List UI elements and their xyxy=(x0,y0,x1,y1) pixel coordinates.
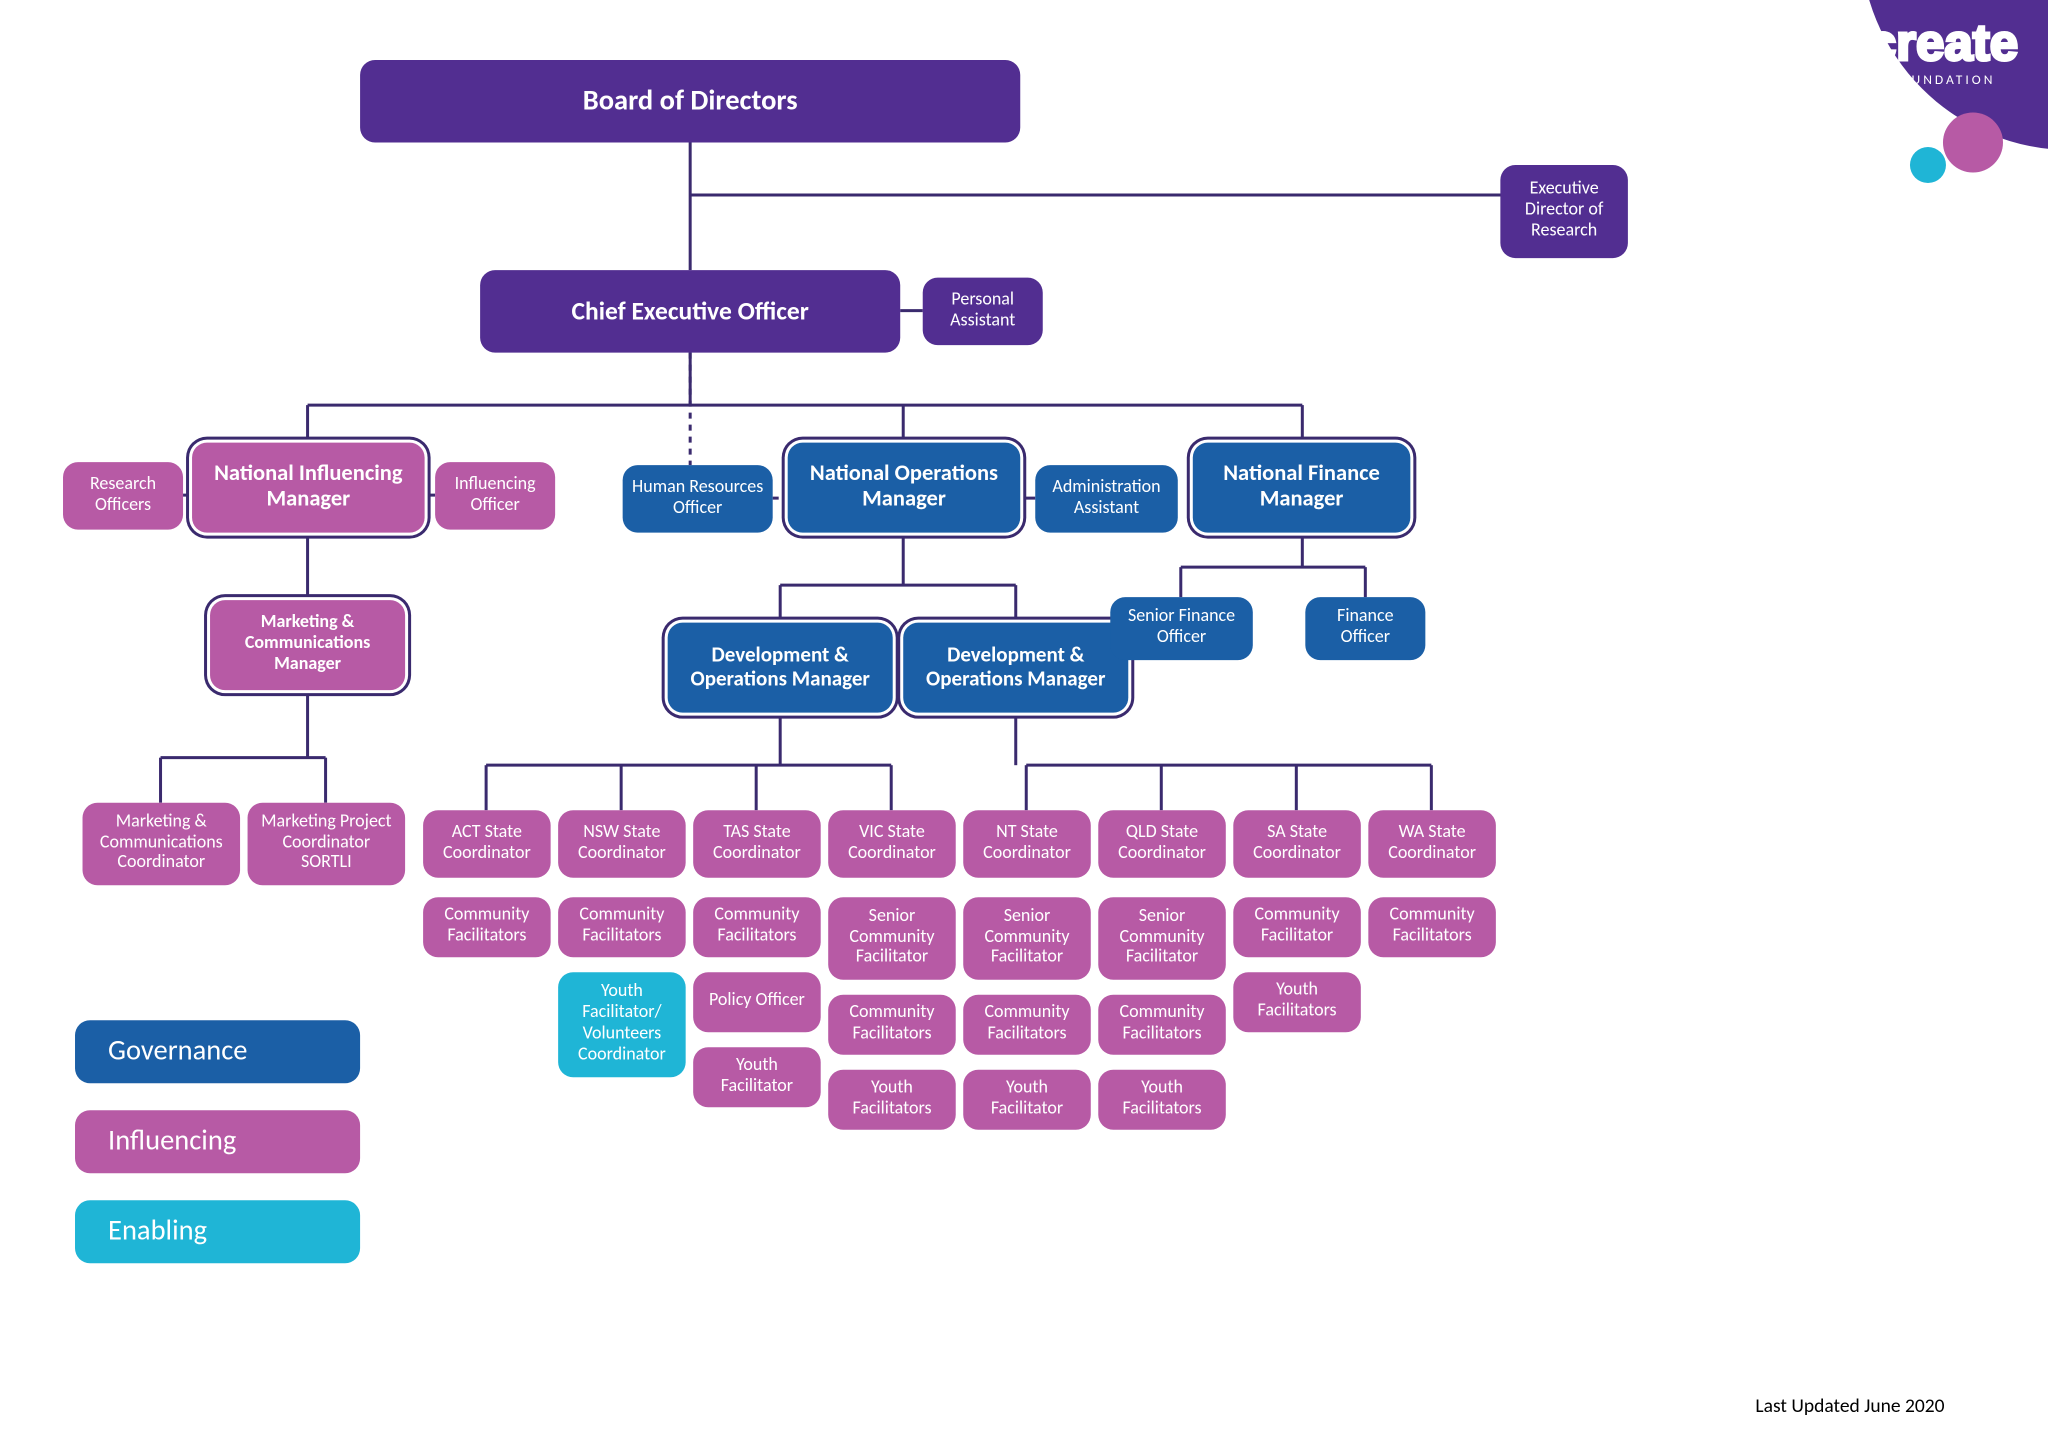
node-pa: Personal Assistant xyxy=(923,278,1043,346)
node-label: Youth Facilitator xyxy=(972,1079,1082,1120)
node-label: Senior Finance Officer xyxy=(1119,608,1244,649)
node-label: National Operations Manager xyxy=(797,462,1012,514)
node-vic-yf: Youth Facilitators xyxy=(828,1070,956,1130)
node-qld-scf: Senior Community Facilitator xyxy=(1098,897,1226,980)
node-hr: Human Resources Officer xyxy=(623,465,773,533)
node-nsw-cf: Community Facilitators xyxy=(558,897,686,957)
node-qld-cf: Community Facilitators xyxy=(1098,995,1226,1055)
legend-enabling: Enabling xyxy=(75,1200,360,1263)
node-label: QLD State Coordinator xyxy=(1107,823,1217,864)
node-label: Youth Facilitators xyxy=(1107,1079,1217,1120)
legend-influencing: Influencing xyxy=(75,1110,360,1173)
node-nt: NT State Coordinator xyxy=(963,810,1091,878)
node-sa: SA State Coordinator xyxy=(1233,810,1361,878)
node-sfo: Senior Finance Officer xyxy=(1110,597,1253,660)
node-label: Community Facilitators xyxy=(567,907,677,948)
node-label: SA State Coordinator xyxy=(1242,823,1352,864)
node-label: Human Resources Officer xyxy=(632,478,764,519)
node-label: Development & Operations Manager xyxy=(677,644,884,692)
node-label: ACT State Coordinator xyxy=(432,823,542,864)
node-tas-po: Policy Officer xyxy=(693,972,821,1032)
node-tas-yf: Youth Facilitator xyxy=(693,1047,821,1107)
node-label: Community Facilitator xyxy=(1242,907,1352,948)
node-qld: QLD State Coordinator xyxy=(1098,810,1226,878)
node-label: Personal Assistant xyxy=(932,291,1034,332)
node-edr: Executive Director of Research xyxy=(1500,165,1628,258)
node-mcm: Marketing & Communications Manager xyxy=(210,600,405,690)
node-board: Board of Directors xyxy=(360,60,1020,143)
node-vic-scf: Senior Community Facilitator xyxy=(828,897,956,980)
node-label: National Finance Manager xyxy=(1202,462,1402,514)
node-label: TAS State Coordinator xyxy=(702,823,812,864)
node-tas: TAS State Coordinator xyxy=(693,810,821,878)
node-fo: Finance Officer xyxy=(1305,597,1425,660)
logo-corner: createFOUNDATION xyxy=(1680,0,2048,165)
node-dom2: Development & Operations Manager xyxy=(903,623,1128,713)
node-label: National Influencing Manager xyxy=(201,462,416,514)
node-label: Community Facilitators xyxy=(702,907,812,948)
node-label: Youth Facilitators xyxy=(1242,982,1352,1023)
node-act: ACT State Coordinator xyxy=(423,810,551,878)
node-vic-cf: Community Facilitators xyxy=(828,995,956,1055)
node-mcc: Marketing & Communications Coordinator xyxy=(83,803,241,886)
node-inf-off: Influencing Officer xyxy=(435,462,555,530)
node-nom: National Operations Manager xyxy=(788,443,1021,533)
node-label: Board of Directors xyxy=(583,85,798,118)
node-nt-scf: Senior Community Facilitator xyxy=(963,897,1091,980)
legend-governance: Governance xyxy=(75,1020,360,1083)
node-label: NT State Coordinator xyxy=(972,823,1082,864)
node-sortli: Marketing Project Coordinator SORTLI xyxy=(248,803,406,886)
node-label: Marketing & Communications Coordinator xyxy=(92,813,232,875)
node-label: Senior Community Facilitator xyxy=(1107,907,1217,969)
node-label: Marketing & Communications Manager xyxy=(219,614,396,676)
node-label: VIC State Coordinator xyxy=(837,823,947,864)
node-vic: VIC State Coordinator xyxy=(828,810,956,878)
node-label: Youth Facilitator xyxy=(702,1057,812,1098)
node-tas-cf: Community Facilitators xyxy=(693,897,821,957)
node-label: Community Facilitators xyxy=(432,907,542,948)
node-dom1: Development & Operations Manager xyxy=(668,623,893,713)
node-nfm: National Finance Manager xyxy=(1193,443,1411,533)
node-label: Community Facilitators xyxy=(972,1004,1082,1045)
node-label: NSW State Coordinator xyxy=(567,823,677,864)
node-label: Youth Facilitators xyxy=(837,1079,947,1120)
node-sa-cf: Community Facilitator xyxy=(1233,897,1361,957)
node-sa-yf: Youth Facilitators xyxy=(1233,972,1361,1032)
node-label: Community Facilitators xyxy=(1377,907,1487,948)
node-admin: Administration Assistant xyxy=(1035,465,1178,533)
node-label: Community Facilitators xyxy=(837,1004,947,1045)
svg-text:create: create xyxy=(1868,14,2018,71)
node-ceo: Chief Executive Officer xyxy=(480,270,900,353)
node-label: Policy Officer xyxy=(709,992,805,1013)
node-nim: National Influencing Manager xyxy=(192,443,425,533)
node-qld-yf: Youth Facilitators xyxy=(1098,1070,1226,1130)
node-label: Research Officers xyxy=(72,475,174,516)
org-chart-stage: createFOUNDATION Board of Directors Execut… xyxy=(0,0,2048,1449)
node-label: Senior Community Facilitator xyxy=(837,907,947,969)
node-label: WA State Coordinator xyxy=(1377,823,1487,864)
node-act-cf: Community Facilitators xyxy=(423,897,551,957)
node-nsw-yfvc: Youth Facilitator/ Volunteers Coordinato… xyxy=(558,972,686,1077)
node-label: Influencing Officer xyxy=(444,475,546,516)
node-nt-cf: Community Facilitators xyxy=(963,995,1091,1055)
footer-updated: Last Updated June 2020 xyxy=(1755,1395,1944,1418)
node-label: Marketing Project Coordinator SORTLI xyxy=(257,813,397,875)
svg-text:FOUNDATION: FOUNDATION xyxy=(1891,71,1996,88)
node-label: Chief Executive Officer xyxy=(572,297,809,326)
node-wa: WA State Coordinator xyxy=(1368,810,1496,878)
node-nt-yf: Youth Facilitator xyxy=(963,1070,1091,1130)
node-research-off: Research Officers xyxy=(63,462,183,530)
node-label: Executive Director of Research xyxy=(1509,180,1619,242)
node-label: Administration Assistant xyxy=(1044,478,1169,519)
node-label: Senior Community Facilitator xyxy=(972,907,1082,969)
node-nsw: NSW State Coordinator xyxy=(558,810,686,878)
node-label: Youth Facilitator/ Volunteers Coordinato… xyxy=(567,983,677,1066)
node-label: Community Facilitators xyxy=(1107,1004,1217,1045)
node-label: Development & Operations Manager xyxy=(912,644,1119,692)
node-label: Finance Officer xyxy=(1314,608,1416,649)
node-wa-cf: Community Facilitators xyxy=(1368,897,1496,957)
